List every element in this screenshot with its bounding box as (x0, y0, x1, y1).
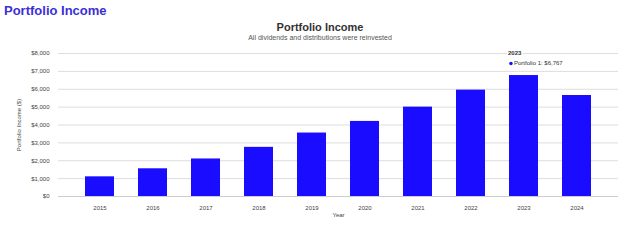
svg-text:2021: 2021 (411, 205, 425, 211)
svg-text:2023: 2023 (508, 50, 522, 56)
svg-text:2022: 2022 (464, 205, 478, 211)
svg-text:$6,000: $6,000 (31, 86, 50, 92)
svg-text:2016: 2016 (146, 205, 160, 211)
svg-text:$3,000: $3,000 (31, 140, 50, 146)
html-text:All dividends and distribution: All dividends and distributions were rei… (248, 34, 392, 41)
svg-text:$8,000: $8,000 (31, 50, 50, 56)
svg-text:Portfolio 1: $6,767: Portfolio 1: $6,767 (514, 60, 563, 66)
svg-text:$2,000: $2,000 (31, 158, 50, 164)
html-text:Portfolio Income: Portfolio Income (4, 3, 107, 18)
svg-text:2024: 2024 (570, 205, 584, 211)
svg-text:2023: 2023 (517, 205, 531, 211)
svg-text:2020: 2020 (358, 205, 372, 211)
svg-text:2017: 2017 (199, 205, 213, 211)
svg-text:$5,000: $5,000 (31, 104, 50, 110)
svg-text:2018: 2018 (252, 205, 266, 211)
svg-text:Year: Year (332, 212, 344, 218)
svg-text:Portfolio Income ($): Portfolio Income ($) (16, 99, 22, 151)
svg-text:2019: 2019 (305, 205, 319, 211)
svg-text:$1,000: $1,000 (31, 176, 50, 182)
html-text:Portfolio Income: Portfolio Income (276, 21, 364, 33)
svg-text:$4,000: $4,000 (31, 122, 50, 128)
svg-text:$7,000: $7,000 (31, 68, 50, 74)
svg-text:2015: 2015 (93, 205, 107, 211)
svg-text:$0: $0 (43, 193, 50, 199)
